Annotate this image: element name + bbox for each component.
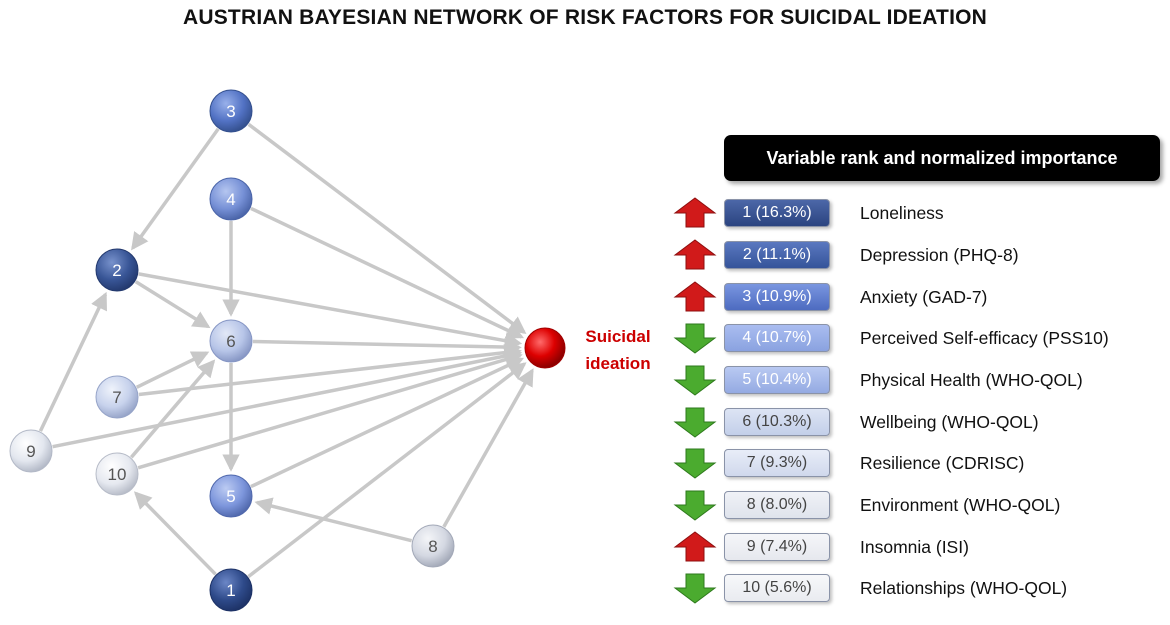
rank-row-9: 9 (7.4%) Insomnia (ISI) bbox=[672, 530, 1152, 564]
edge-8-to-suicidal-ideation bbox=[442, 368, 534, 528]
rank-badge: 5 (10.4%) bbox=[724, 366, 830, 394]
rank-badge: 1 (16.3%) bbox=[724, 199, 830, 227]
rank-2-direction-icon bbox=[673, 239, 717, 270]
edge-10-to-6 bbox=[129, 359, 216, 459]
green-down-arrow-icon bbox=[673, 323, 717, 354]
node-2: 2 bbox=[95, 248, 139, 292]
rank-1-direction-icon bbox=[673, 197, 717, 228]
rank-row-6: 6 (10.3%) Wellbeing (WHO-QOL) bbox=[672, 405, 1152, 439]
edge-4-to-suicidal-ideation bbox=[250, 206, 525, 339]
node-7-label: 7 bbox=[112, 388, 121, 407]
variable-label: Wellbeing (WHO-QOL) bbox=[860, 412, 1039, 432]
node-6: 6 bbox=[209, 319, 253, 363]
edge-9-to-2 bbox=[38, 291, 107, 432]
rank-7-direction-icon bbox=[673, 448, 717, 479]
edge-8-to-5 bbox=[254, 497, 413, 543]
rank-4-direction-icon bbox=[673, 323, 717, 354]
rank-badge: 2 (11.1%) bbox=[724, 241, 830, 269]
node-10: 10 bbox=[95, 452, 139, 496]
edge-5-to-suicidal-ideation bbox=[250, 357, 525, 489]
rank-6-direction-icon bbox=[673, 407, 717, 438]
edge-3-to-suicidal-ideation bbox=[247, 122, 527, 334]
edges-layer bbox=[38, 122, 534, 578]
rank-badge: 8 (8.0%) bbox=[724, 491, 830, 519]
node-10-label: 10 bbox=[108, 465, 127, 484]
node-1-label: 1 bbox=[226, 581, 235, 600]
node-2-label: 2 bbox=[112, 261, 121, 280]
node-9-label: 9 bbox=[26, 442, 35, 461]
red-up-arrow-icon bbox=[673, 239, 717, 270]
green-down-arrow-icon bbox=[673, 490, 717, 521]
rank-9-direction-icon bbox=[673, 531, 717, 562]
node-7: 7 bbox=[95, 375, 139, 419]
variable-label: Depression (PHQ-8) bbox=[860, 245, 1019, 265]
variable-label: Insomnia (ISI) bbox=[860, 537, 969, 557]
rank-row-1: 1 (16.3%) Loneliness bbox=[672, 196, 1152, 230]
green-down-arrow-icon bbox=[673, 573, 717, 604]
target-node bbox=[524, 327, 566, 369]
variable-label: Physical Health (WHO-QOL) bbox=[860, 370, 1083, 390]
node-5-label: 5 bbox=[226, 487, 235, 506]
variable-label: Environment (WHO-QOL) bbox=[860, 495, 1061, 515]
green-down-arrow-icon bbox=[673, 365, 717, 396]
edge-3-to-2 bbox=[131, 127, 220, 251]
rank-row-8: 8 (8.0%) Environment (WHO-QOL) bbox=[672, 488, 1152, 522]
green-down-arrow-icon bbox=[673, 407, 717, 438]
red-up-arrow-icon bbox=[673, 197, 717, 228]
rank-badge: 9 (7.4%) bbox=[724, 533, 830, 561]
node-3-label: 3 bbox=[226, 102, 235, 121]
node-1: 1 bbox=[209, 568, 253, 612]
rank-8-direction-icon bbox=[673, 490, 717, 521]
variable-label: Perceived Self-efficacy (PSS10) bbox=[860, 328, 1109, 348]
edge-7-to-6 bbox=[135, 351, 210, 389]
red-up-arrow-icon bbox=[673, 531, 717, 562]
edge-2-to-6 bbox=[134, 280, 211, 329]
variable-label: Relationships (WHO-QOL) bbox=[860, 578, 1068, 598]
edge-6-to-suicidal-ideation bbox=[252, 338, 522, 356]
target-label-line2: ideation bbox=[585, 354, 650, 373]
edge-1-to-10 bbox=[133, 491, 217, 576]
rank-row-3: 3 (10.9%) Anxiety (GAD-7) bbox=[672, 280, 1152, 314]
rank-badge: 4 (10.7%) bbox=[724, 324, 830, 352]
rank-row-5: 5 (10.4%) Physical Health (WHO-QOL) bbox=[672, 363, 1152, 397]
edge-1-to-suicidal-ideation bbox=[247, 362, 527, 578]
node-3: 3 bbox=[209, 89, 253, 133]
rank-3-direction-icon bbox=[673, 281, 717, 312]
rank-badge: 6 (10.3%) bbox=[724, 408, 830, 436]
target-label-line1: Suicidal bbox=[585, 327, 650, 346]
rank-row-2: 2 (11.1%) Depression (PHQ-8) bbox=[672, 238, 1152, 272]
rank-row-7: 7 (9.3%) Resilience (CDRISC) bbox=[672, 446, 1152, 480]
variable-label: Resilience (CDRISC) bbox=[860, 453, 1025, 473]
node-5: 5 bbox=[209, 474, 253, 518]
rank-badge: 10 (5.6%) bbox=[724, 574, 830, 602]
rank-10-direction-icon bbox=[673, 573, 717, 604]
edge-7-to-suicidal-ideation bbox=[138, 343, 522, 397]
diagram-title: AUSTRIAN BAYESIAN NETWORK OF RISK FACTOR… bbox=[182, 6, 988, 29]
node-8-label: 8 bbox=[428, 537, 437, 556]
rank-badge: 3 (10.9%) bbox=[724, 283, 830, 311]
green-down-arrow-icon bbox=[673, 448, 717, 479]
red-up-arrow-icon bbox=[673, 281, 717, 312]
edge-10-to-suicidal-ideation bbox=[137, 351, 523, 470]
rank-badge: 7 (9.3%) bbox=[724, 449, 830, 477]
node-4-label: 4 bbox=[226, 190, 235, 209]
bayesian-network: 1 2 3 4 5 6 7 8 9 10 Suicidal ideation bbox=[9, 89, 651, 612]
node-4: 4 bbox=[209, 177, 253, 221]
nodes-layer: 1 2 3 4 5 6 7 8 9 10 bbox=[9, 89, 455, 612]
edge-9-to-suicidal-ideation bbox=[52, 347, 523, 449]
rank-row-10: 10 (5.6%) Relationships (WHO-QOL) bbox=[672, 571, 1152, 605]
variable-label: Loneliness bbox=[860, 203, 944, 223]
variable-label: Anxiety (GAD-7) bbox=[860, 287, 988, 307]
node-9: 9 bbox=[9, 429, 53, 473]
rank-row-4: 4 (10.7%) Perceived Self-efficacy (PSS10… bbox=[672, 321, 1152, 355]
node-6-label: 6 bbox=[226, 332, 235, 351]
node-8: 8 bbox=[411, 524, 455, 568]
panel-header: Variable rank and normalized importance bbox=[724, 135, 1160, 181]
rank-5-direction-icon bbox=[673, 365, 717, 396]
edge-2-to-suicidal-ideation bbox=[138, 272, 523, 350]
